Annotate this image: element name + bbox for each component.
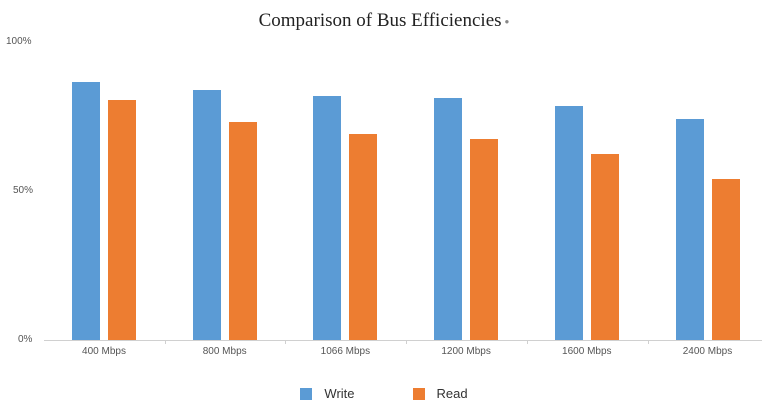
x-label: 400 Mbps xyxy=(82,346,126,357)
write-swatch-icon xyxy=(300,387,313,400)
x-tick-mark xyxy=(164,340,166,344)
bar-write-1066 xyxy=(313,95,342,340)
x-tick-mark xyxy=(647,340,649,344)
legend-label-read: Read xyxy=(436,386,468,401)
y-tick-50: 50% xyxy=(13,185,34,196)
legend-item-read[interactable]: Read xyxy=(412,386,468,401)
bar-read-1200 xyxy=(470,139,499,340)
bar-write-1200 xyxy=(434,98,463,340)
bar-read-400 xyxy=(108,100,136,340)
chart-title-text: Comparison of Bus Efficiencies xyxy=(258,10,502,31)
bar-read-1600 xyxy=(590,154,619,340)
x-axis xyxy=(44,340,762,341)
legend-label-write: Write xyxy=(324,386,355,401)
x-tick-mark xyxy=(406,340,408,344)
bar-read-800 xyxy=(228,121,257,340)
chart-title: Comparison of Bus Efficiencies ● xyxy=(0,10,768,32)
bar-write-800 xyxy=(192,89,221,340)
x-label: 2400 Mbps xyxy=(682,346,733,357)
x-label: 800 Mbps xyxy=(202,346,247,357)
bar-write-1600 xyxy=(554,106,583,340)
legend-item-write[interactable]: Write xyxy=(300,386,355,401)
x-label: 1200 Mbps xyxy=(441,346,491,357)
y-tick-100: 100% xyxy=(6,36,32,47)
bar-write-2400 xyxy=(675,118,704,340)
x-tick-mark xyxy=(526,340,528,344)
x-label: 1066 Mbps xyxy=(320,346,371,357)
legend: Write Read xyxy=(0,386,768,401)
y-tick-0: 0% xyxy=(18,334,33,345)
x-tick-mark xyxy=(285,340,287,344)
read-swatch-icon xyxy=(412,387,425,400)
title-marker: ● xyxy=(504,17,510,27)
x-label: 1600 Mbps xyxy=(562,346,612,357)
bar-read-1066 xyxy=(349,134,378,340)
bar-read-2400 xyxy=(711,179,740,340)
bar-write-400 xyxy=(72,81,100,340)
